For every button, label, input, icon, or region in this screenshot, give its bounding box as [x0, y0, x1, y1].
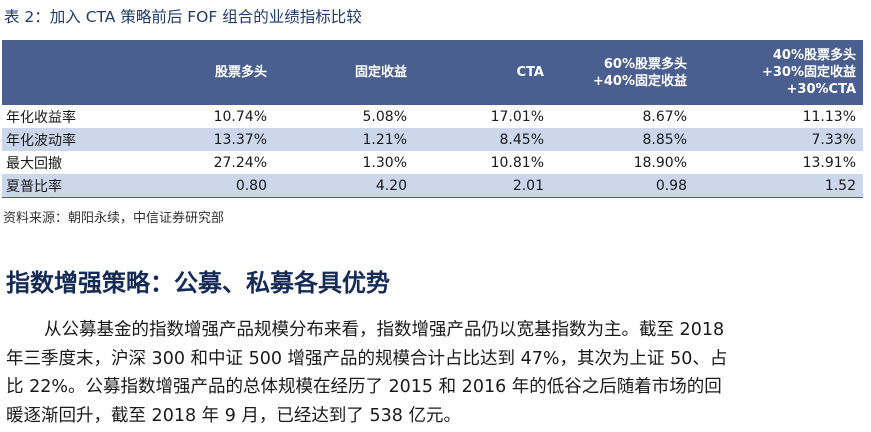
header-cell-mix-60-40: 60%股票多头 +40%固定收益 — [551, 40, 694, 105]
table-cell: 0.80 — [127, 174, 274, 198]
paragraph-line: 从公募基金的指数增强产品规模分布来看，指数增强产品仍以宽基指数为主。截至 201… — [44, 320, 725, 340]
section-heading: 指数增强策略：公募、私募各具优势 — [6, 269, 390, 297]
performance-table: 股票多头 固定收益 CTA 60%股票多头 +40%固定收益 40%股票多头 +… — [2, 40, 863, 198]
table-cell: 8.45% — [414, 128, 551, 151]
table-row: 夏普比率 0.80 4.20 2.01 0.98 1.52 — [2, 174, 863, 198]
table-cell: 0.98 — [551, 174, 694, 198]
row-label: 年化收益率 — [6, 109, 76, 126]
table-cell: 17.01% — [490, 108, 544, 125]
paragraph-line: 暖逐渐回升，截至 2018 年 9 月，已经达到了 538 亿元。 — [6, 405, 461, 426]
table-cell: 5.08% — [362, 108, 407, 125]
row-label: 夏普比率 — [2, 174, 127, 198]
table-cell: 18.90% — [633, 154, 687, 171]
table-cell: 11.13% — [802, 108, 856, 125]
table-cell: 13.91% — [802, 154, 856, 171]
paragraph-line: 年三季度末，沪深 300 和中证 500 增强产品的规模合计占比达到 47%，其… — [6, 348, 728, 369]
table-row: 年化收益率 10.74% 5.08% 17.01% 8.67% 11.13% — [2, 105, 863, 128]
row-label: 年化波动率 — [2, 128, 127, 151]
table-caption: 表 2：加入 CTA 策略前后 FOF 组合的业绩指标比较 — [4, 8, 362, 26]
source-note: 资料来源：朝阳永续，中信证券研究部 — [3, 211, 225, 226]
table-cell: 8.85% — [551, 128, 694, 151]
table-cell: 1.30% — [362, 154, 407, 171]
table-row: 最大回撤 27.24% 1.30% 10.81% 18.90% 13.91% — [2, 151, 863, 174]
table-cell: 27.24% — [213, 154, 267, 171]
header-cell-cta: CTA — [414, 40, 551, 105]
header-cell-fixed-income: 固定收益 — [274, 40, 414, 105]
table-cell: 13.37% — [127, 128, 274, 151]
table-header-row: 股票多头 固定收益 CTA 60%股票多头 +40%固定收益 40%股票多头 +… — [2, 40, 863, 105]
table-row: 年化波动率 13.37% 1.21% 8.45% 8.85% 7.33% — [2, 128, 863, 151]
table-cell: 2.01 — [414, 174, 551, 198]
table-cell: 1.21% — [274, 128, 414, 151]
table-cell: 1.52 — [694, 174, 863, 198]
table-cell: 4.20 — [274, 174, 414, 198]
row-label: 最大回撤 — [6, 155, 62, 172]
header-cell-mix-40-30-30: 40%股票多头 +30%固定收益 +30%CTA — [694, 40, 863, 105]
header-cell-corner — [2, 40, 127, 105]
table-cell: 10.74% — [213, 108, 267, 125]
body-paragraph: 从公募基金的指数增强产品规模分布来看，指数增强产品仍以宽基指数为主。截至 201… — [6, 316, 864, 430]
paragraph-line: 比 22%。公募指数增强产品的总体规模在经历了 2015 和 2016 年的低谷… — [6, 377, 722, 397]
table-cell: 10.81% — [490, 154, 544, 171]
header-cell-stock-long: 股票多头 — [127, 40, 274, 105]
table-cell: 7.33% — [694, 128, 863, 151]
table-cell: 8.67% — [642, 108, 687, 125]
